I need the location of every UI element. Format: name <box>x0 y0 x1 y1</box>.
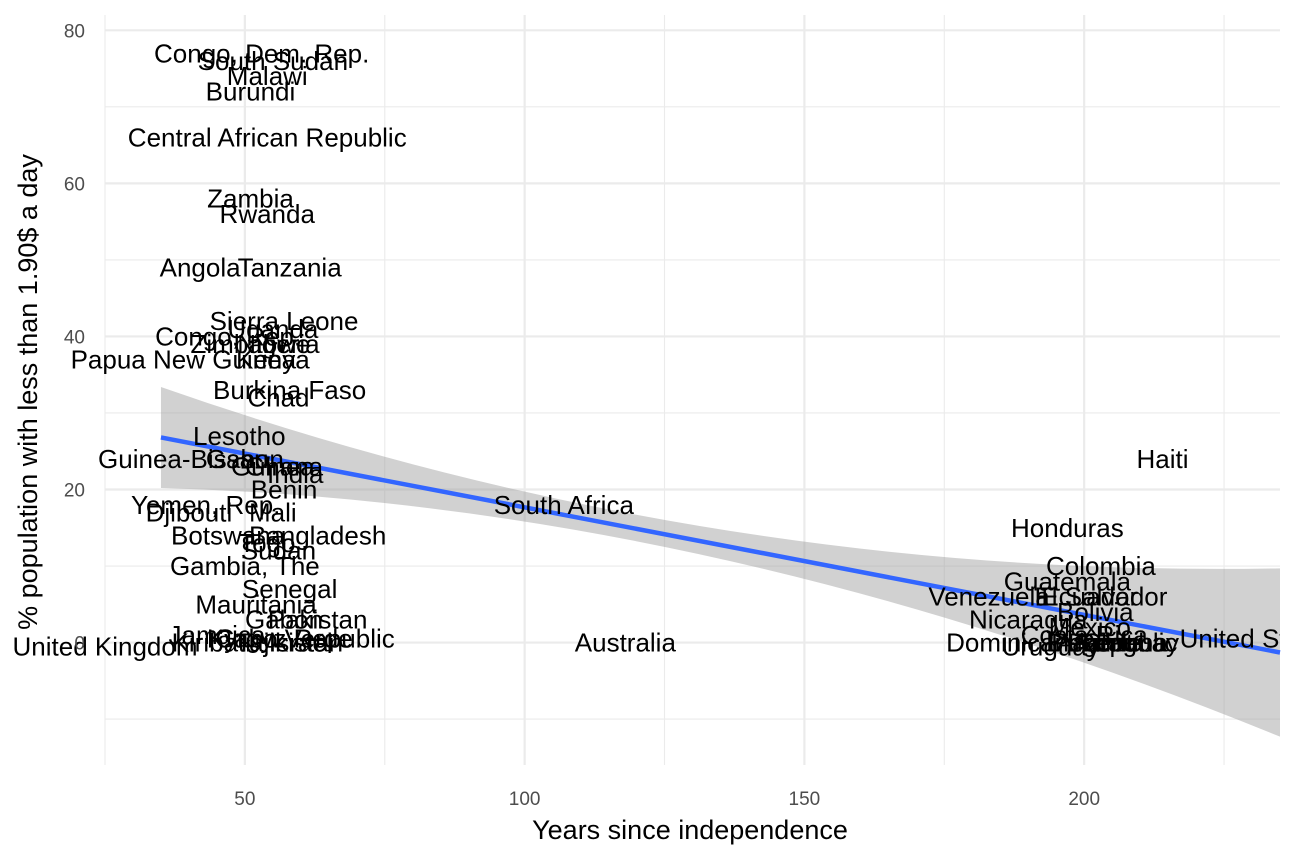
point-label: Dominican Republic <box>946 628 1177 658</box>
point-label: Congo, Dem. Rep. <box>154 38 369 68</box>
confidence-band-layer <box>160 386 1280 737</box>
point-label: Mexico <box>1049 612 1131 642</box>
y-tick-label: 20 <box>64 480 85 501</box>
point-label: Cabo Verde <box>215 624 352 654</box>
y-tick-label: 40 <box>64 327 85 348</box>
x-tick-label: 200 <box>1068 789 1100 810</box>
point-label: Kenya <box>236 344 310 374</box>
point-label: Benin <box>251 474 318 504</box>
point-label: Burkina Faso <box>213 375 366 405</box>
point-label: Guinea <box>231 452 315 482</box>
point-label: Papua New Guinea <box>71 344 297 374</box>
point-label: Jamaica <box>168 620 265 650</box>
point-label: Angola <box>160 253 241 283</box>
point-label: Kiribati <box>172 628 251 658</box>
point-label: Argentina <box>1056 628 1168 658</box>
point-label: India <box>267 459 324 489</box>
point-label: El Salvador <box>1034 582 1167 612</box>
point-label: Yemen, Rep. <box>131 490 280 520</box>
point-label: Brazil <box>1046 628 1111 658</box>
point-label: Senegal <box>242 574 337 604</box>
point-label: Peru <box>1051 628 1106 658</box>
x-tick-label: 50 <box>234 789 255 810</box>
grid <box>104 15 1280 765</box>
point-labels: Congo, Dem. Rep.South SudanMalawiBurundi… <box>13 38 1296 661</box>
point-label: Nigeria <box>237 329 320 359</box>
point-label: Colombia <box>1046 551 1156 581</box>
trend-line-layer <box>160 435 1281 655</box>
point-label: Israel <box>269 628 333 658</box>
point-label: Uruguay <box>1001 631 1099 661</box>
point-label: Congo, Rep. <box>155 321 301 351</box>
point-label: Mauritania <box>195 589 317 619</box>
point-label: Lesotho <box>193 421 286 451</box>
point-label: Gambia, The <box>170 551 320 581</box>
point-label: Australia <box>575 628 677 658</box>
x-tick-label: 150 <box>789 789 821 810</box>
point-label: Djibouti <box>146 497 233 527</box>
point-label: Gabon <box>206 444 284 474</box>
point-label: Tajikistan <box>236 628 343 658</box>
point-label: South Sudan <box>198 46 348 76</box>
y-axis-ticks: 0 20 40 60 80 <box>64 21 85 654</box>
point-label: Costa Rica <box>1021 620 1149 650</box>
point-label: Bangladesh <box>249 520 386 550</box>
x-axis-title: Years since independence <box>532 815 848 845</box>
point-label: Burundi <box>206 77 296 107</box>
point-label: Botswana <box>171 520 286 550</box>
point-label: Chile <box>1083 628 1142 658</box>
point-label: Chad <box>247 383 309 413</box>
point-label: Rwanda <box>220 199 316 229</box>
point-label: Haiti <box>1136 444 1188 474</box>
point-label: Ecuador <box>1041 582 1138 612</box>
point-label: Mali <box>249 497 297 527</box>
point-label: Central African Republic <box>128 122 407 152</box>
point-label: Kyrgyz Republic <box>207 624 395 654</box>
point-label: South Africa <box>494 490 635 520</box>
y-tick-label: 0 <box>74 634 85 655</box>
point-label: Gabon <box>245 605 323 635</box>
point-label: Guatemala <box>1004 566 1132 596</box>
point-label: Zimbabwe <box>191 329 311 359</box>
x-axis-ticks: 50 100 150 200 <box>234 789 1100 810</box>
point-label: Sierra Leone <box>210 306 359 336</box>
point-label: United States <box>1180 624 1296 654</box>
x-tick-label: 100 <box>509 789 541 810</box>
point-label: Ghana <box>245 452 324 482</box>
point-label: Honduras <box>1011 513 1124 543</box>
point-label: Zambia <box>207 184 294 214</box>
point-label: Nicaragua <box>969 605 1088 635</box>
y-tick-label: 60 <box>64 174 85 195</box>
point-label: Pakistan <box>268 605 368 635</box>
point-label: Togo <box>239 528 295 558</box>
point-label: Venezuela <box>928 582 1050 612</box>
point-label: Tanzania <box>238 253 343 283</box>
point-label: Paraguay <box>1068 628 1179 658</box>
point-label: Bolivia <box>1057 597 1134 627</box>
point-label: Malawi <box>227 61 308 91</box>
trend-line <box>160 435 1281 655</box>
point-label: Sudan <box>241 536 316 566</box>
point-label: United Kingdom <box>13 631 198 661</box>
y-axis-title: % population with less than 1.90$ a day <box>13 154 43 630</box>
confidence-band <box>160 386 1280 737</box>
point-label: Guinea-Bissau <box>98 444 269 474</box>
point-label: Uganda <box>227 314 319 344</box>
y-tick-label: 80 <box>64 21 85 42</box>
